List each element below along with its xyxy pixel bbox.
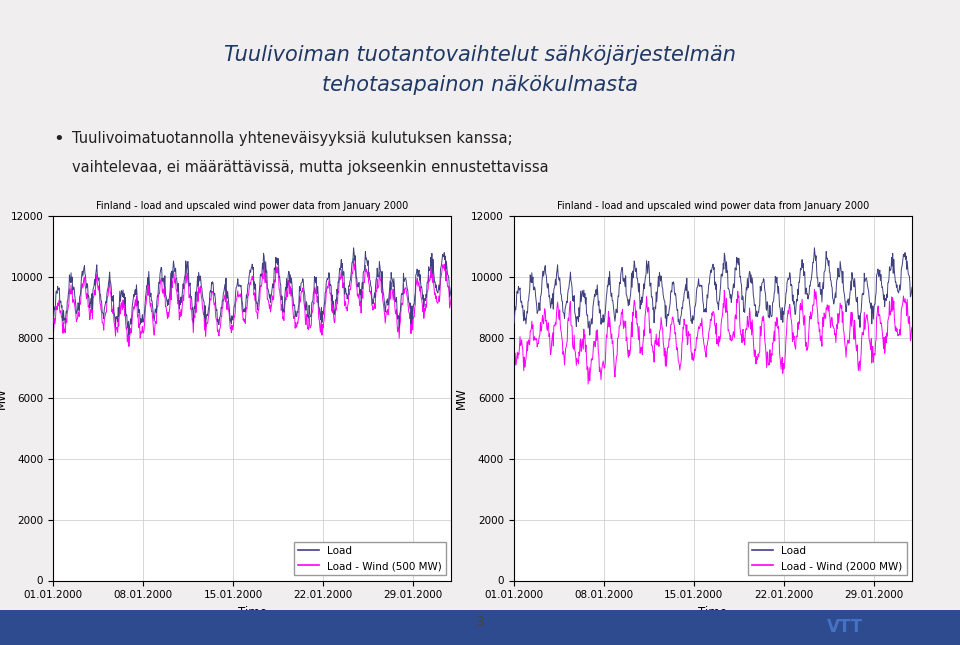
Title: Finland - load and upscaled wind power data from January 2000: Finland - load and upscaled wind power d… xyxy=(96,201,408,211)
Title: Finland - load and upscaled wind power data from January 2000: Finland - load and upscaled wind power d… xyxy=(557,201,869,211)
Legend: Load, Load - Wind (2000 MW): Load, Load - Wind (2000 MW) xyxy=(748,542,907,575)
Text: Tuulivoiman tuotantovaihtelut sähköjärjestelmän: Tuulivoiman tuotantovaihtelut sähköjärje… xyxy=(224,45,736,65)
Text: vaihtelevaa, ei määrättävissä, mutta jokseenkin ennustettavissa: vaihtelevaa, ei määrättävissä, mutta jok… xyxy=(72,160,548,175)
X-axis label: Time: Time xyxy=(237,606,267,619)
Text: 3: 3 xyxy=(475,615,485,630)
Text: tehotasapainon näkökulmasta: tehotasapainon näkökulmasta xyxy=(322,75,638,95)
Text: •: • xyxy=(53,130,63,148)
Text: Tuulivoimatuotannolla yhteneväisyyksiä kulutuksen kanssa;: Tuulivoimatuotannolla yhteneväisyyksiä k… xyxy=(72,131,513,146)
Y-axis label: MW: MW xyxy=(455,388,468,409)
X-axis label: Time: Time xyxy=(698,606,728,619)
Y-axis label: MW: MW xyxy=(0,388,8,409)
Text: VTT: VTT xyxy=(827,618,863,636)
Legend: Load, Load - Wind (500 MW): Load, Load - Wind (500 MW) xyxy=(294,542,446,575)
